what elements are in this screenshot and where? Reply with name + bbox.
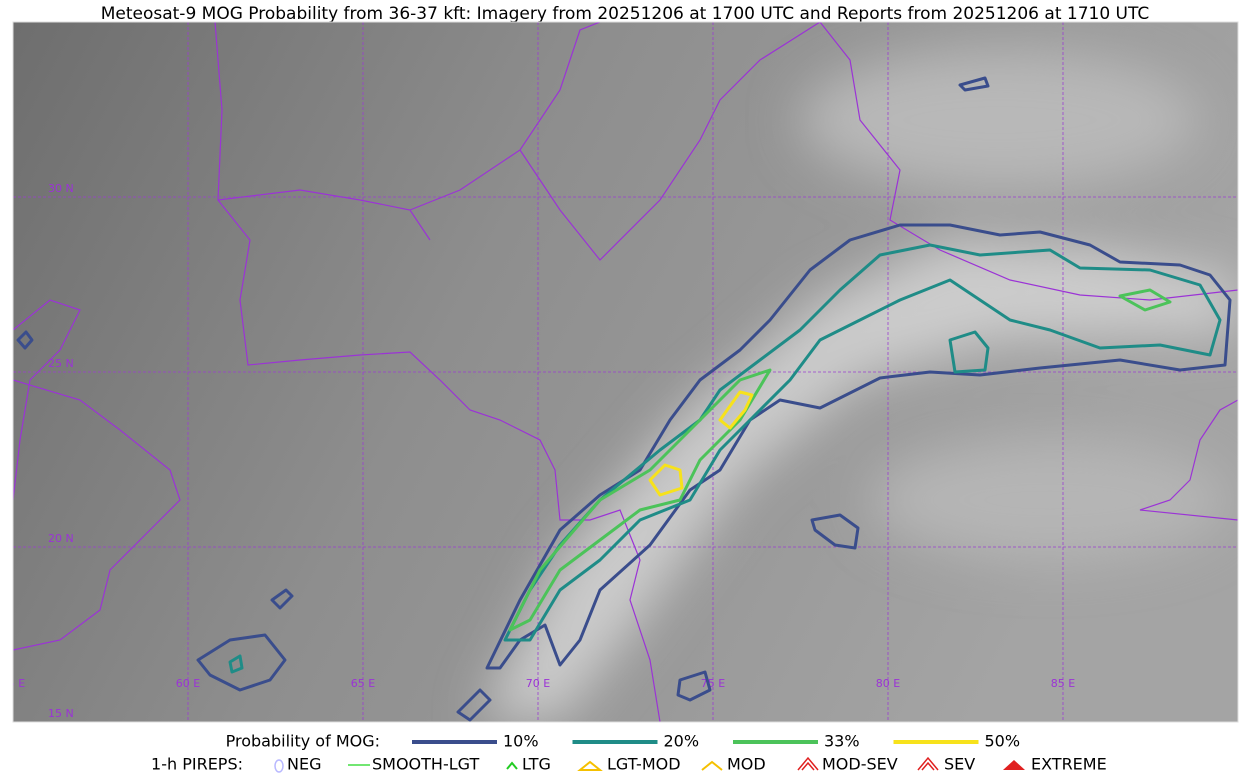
pirep-label: EXTREME — [1031, 755, 1107, 774]
pirep-label: MOD-SEV — [822, 755, 898, 774]
pirep-label: SMOOTH-LGT — [372, 755, 479, 774]
lon-label: 65 E — [351, 677, 375, 690]
lon-label: 70 E — [526, 677, 550, 690]
lon-label: 75 E — [701, 677, 725, 690]
legend-title: Probability of MOG: — [226, 732, 380, 751]
map: 55 E 60 E 65 E 70 E 75 E 80 E 85 E 30 N 25 N 20 N… — [1, 22, 1238, 722]
map-frame — [12, 21, 1239, 723]
pirep-label: LTG — [522, 755, 551, 774]
pirep-label: SEV — [944, 755, 975, 774]
lon-label: 60 E — [176, 677, 200, 690]
legend-label: 20% — [664, 732, 700, 751]
pirep-label: NEG — [287, 755, 321, 774]
lat-label: 30 N — [48, 182, 74, 195]
legend: Probability of MOG: 10% 20% 33% 50% 1-h PIR… — [151, 732, 1107, 774]
lat-label: 25 N — [48, 357, 74, 370]
lat-label: 20 N — [48, 532, 74, 545]
mog-contours — [16, 76, 1232, 722]
legend-label: 33% — [824, 732, 860, 751]
borders — [13, 22, 1238, 722]
lon-label: 85 E — [1051, 677, 1075, 690]
legend-label: 50% — [985, 732, 1021, 751]
pireps-title: 1-h PIREPS: — [151, 755, 243, 774]
legend-label: 10% — [503, 732, 539, 751]
lon-label: 55 E — [1, 677, 25, 690]
pirep-label: LGT-MOD — [607, 755, 681, 774]
pirep-label: MOD — [727, 755, 766, 774]
title: Meteosat-9 MOG Probability from 36-37 kf… — [101, 4, 1150, 24]
pirep-symbols — [274, 756, 1025, 773]
lat-label: 15 N — [48, 707, 74, 720]
graticule: 55 E 60 E 65 E 70 E 75 E 80 E 85 E 30 N 25 N 20 N… — [1, 22, 1238, 722]
lon-label: 80 E — [876, 677, 900, 690]
